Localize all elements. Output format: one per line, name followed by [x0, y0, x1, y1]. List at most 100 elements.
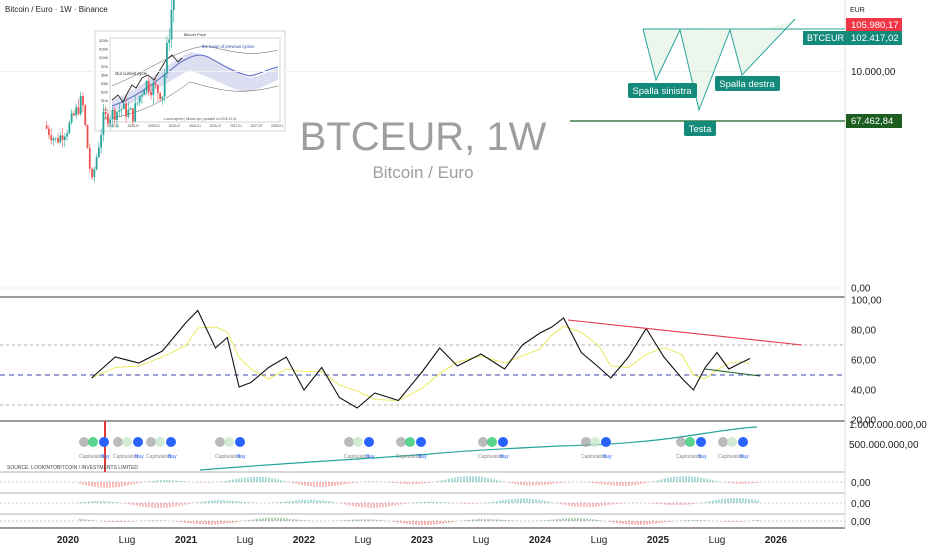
signal-buy-dot [235, 437, 245, 447]
candle-body [61, 135, 64, 141]
pane-frame [0, 0, 846, 529]
signal-green-dot [155, 437, 165, 447]
tag-high: 105.980,17 [846, 18, 902, 32]
signal-capitulation-dot [478, 437, 488, 447]
candle-body [52, 138, 55, 141]
signal-green-dot [122, 437, 132, 447]
inset-y-tick: $30k [101, 82, 108, 86]
signal-capitulation-label: Capitulation [718, 454, 745, 460]
signal-capitulation-label: Capitulation [113, 454, 140, 460]
candle-body [77, 107, 80, 114]
signal-capitulation-dot [146, 437, 156, 447]
inset-label-current: Our current cycle [115, 71, 148, 76]
tag-high-value: 105.980,17 [851, 20, 899, 31]
oscillator-tick-label: 0,00 [851, 517, 871, 528]
time-tick-label: Lug [355, 535, 372, 546]
signal-buy-dot [601, 437, 611, 447]
candle-body [172, 0, 175, 10]
signal-buy-label: Buy [168, 454, 177, 460]
signal-green-dot [405, 437, 415, 447]
candle-body [152, 83, 155, 96]
signal-green-dot [224, 437, 234, 447]
candle-body [156, 85, 159, 93]
candle-body [168, 39, 171, 43]
time-tick-label: 2022 [293, 535, 316, 546]
currency-label: EUR [850, 7, 865, 14]
candle-body [134, 103, 137, 122]
candle-body [75, 107, 78, 116]
signal-capitulation-label: Capitulation [581, 454, 608, 460]
inset-cycle-chart: Bitcoin Price $200k $150k $100k $70k $50k $30… [94, 30, 286, 132]
annotation-head: Testa [684, 121, 716, 136]
pattern-outline [642, 18, 796, 112]
candle-body [84, 105, 87, 126]
signal-buy-label: Buy [500, 454, 509, 460]
inset-x-tick: 2025-07 [169, 124, 181, 128]
oscillator-tick-label: 0,00 [851, 499, 871, 510]
signal-buy-label: Buy [237, 454, 246, 460]
tag-neckline-value: 67.462,84 [851, 116, 893, 127]
oscillator-panes [0, 476, 845, 525]
candle-body [104, 112, 107, 114]
candle-body [111, 109, 114, 120]
label-right-shoulder: Spalla destra [719, 79, 775, 90]
tag-last: BTCEUR 102.417,02 [803, 31, 902, 45]
time-tick-label: Lug [119, 535, 136, 546]
inset-x-ticks: 2024-01 2024-07 2025-01 2025-07 2026-01 2026-… [107, 124, 283, 128]
signal-buy-label: Buy [366, 454, 375, 460]
candle-body [136, 102, 139, 104]
rsi-tick-label: 20,00 [851, 416, 876, 427]
signal-capitulation-label: Capitulation [676, 454, 703, 460]
rsi-tick-label: 60,00 [851, 356, 876, 367]
candle-body [141, 94, 143, 97]
candle-body [95, 157, 98, 170]
signal-green-dot [88, 437, 98, 447]
head-shoulders-pattern [642, 18, 845, 112]
candle-body [107, 113, 109, 124]
signal-buy-dot [364, 437, 374, 447]
signal-buy-label: Buy [418, 454, 427, 460]
rsi-line [91, 309, 751, 409]
label-head: Testa [689, 124, 712, 135]
candle-body [166, 42, 168, 74]
signal-buy-dot [133, 437, 143, 447]
watermark-symbol: BTCEUR, 1W [300, 115, 547, 159]
candle-body [147, 81, 150, 92]
price-grid [0, 71, 845, 289]
candle-body [63, 136, 66, 141]
signals-source: SOURCE: LOOKINTOBITCOIN / INVESTMENTS LI… [7, 465, 138, 471]
inset-y-tick: $200k [99, 39, 108, 43]
inset-x-tick: 2025-01 [148, 124, 160, 128]
candle-body [120, 109, 123, 111]
candle-body [129, 108, 132, 110]
signal-buy-label: Buy [101, 454, 110, 460]
candle-body [150, 91, 152, 96]
candle-body [88, 148, 91, 169]
inset-title: Bitcoin Price [184, 32, 207, 37]
rsi-tick-label: 40,00 [851, 386, 876, 397]
time-tick-label: 2021 [175, 535, 198, 546]
volume-line [199, 426, 758, 471]
volume-tick-label: 1.000.000.000,00 [849, 420, 927, 431]
inset-x-tick: 2026-01 [189, 124, 201, 128]
inset-y-tick: $50k [101, 73, 108, 77]
label-left-shoulder: Spalla sinistra [632, 86, 692, 97]
inset-x-tick: 2027-07 [251, 124, 263, 128]
rsi-support-line [704, 368, 761, 377]
candle-body [116, 111, 118, 120]
inset-footer: x.com/rogerhx | bitcoin.xyz | updated on… [163, 117, 237, 121]
pattern-fill [643, 22, 790, 110]
time-tick-label: 2023 [411, 535, 434, 546]
annotation-left-shoulder: Spalla sinistra [628, 83, 697, 98]
rsi-signal-line [91, 325, 751, 401]
candle-body [102, 112, 105, 135]
price-tick-label: 0,00 [851, 284, 871, 295]
signal-green-dot [487, 437, 497, 447]
tag-last-value: 102.417,02 [851, 33, 899, 44]
inset-x-tick: 2024-07 [128, 124, 140, 128]
signal-buy-dot [99, 437, 109, 447]
tag-neckline: 67.462,84 [846, 114, 902, 128]
signal-capitulation-dot [113, 437, 123, 447]
